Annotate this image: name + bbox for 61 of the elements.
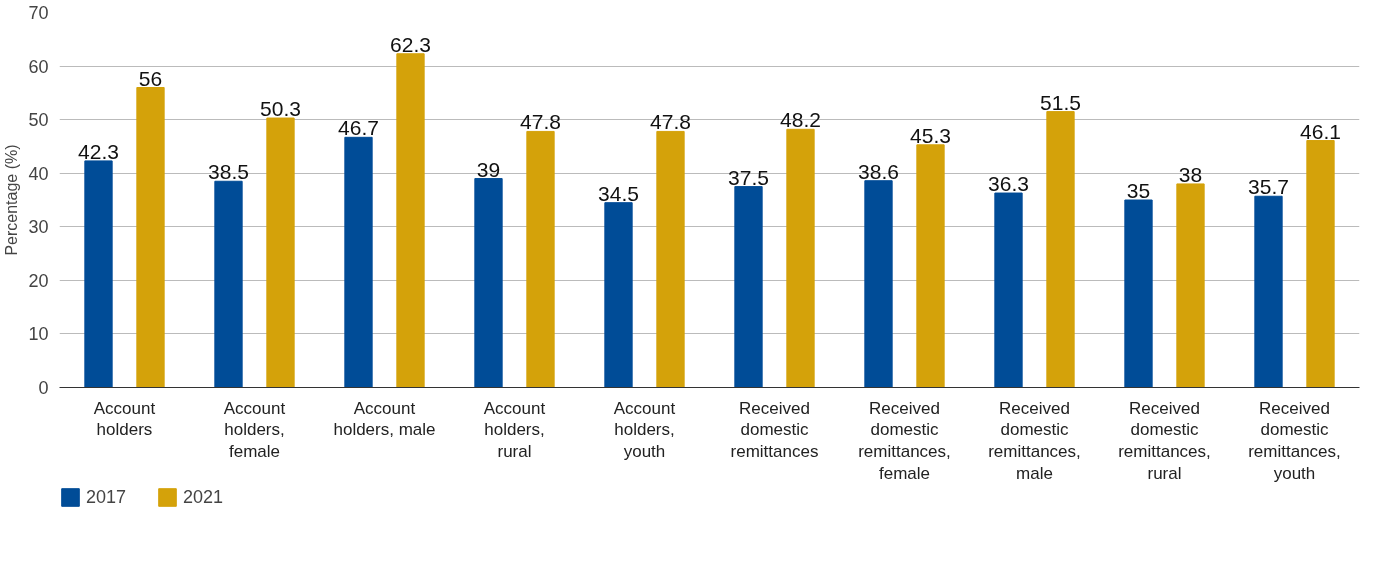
bar: [136, 87, 165, 388]
data-label: 46.7: [338, 116, 379, 140]
data-label: 50.3: [260, 97, 301, 121]
y-tick-label: 20: [28, 270, 49, 291]
x-tick-label: Account holders, youth: [613, 398, 676, 462]
data-label: 45.3: [910, 123, 951, 147]
x-tick-label: Received domestic remittances, male: [988, 398, 1081, 484]
data-label: 56: [138, 66, 163, 90]
bar: [864, 180, 893, 388]
data-label: 37.5: [728, 165, 769, 189]
y-tick-label: 0: [38, 378, 49, 398]
x-tick-label: Received domestic remittances, rural: [1118, 398, 1211, 484]
y-tick-label: 40: [28, 163, 49, 184]
data-label: 47.8: [650, 110, 691, 134]
y-tick-label: 60: [28, 56, 49, 77]
x-tick-label: Account holders, rural: [483, 398, 546, 462]
bar: [214, 180, 243, 388]
x-tick-label: Received domestic remittances: [730, 398, 819, 462]
data-label: 34.5: [598, 181, 639, 205]
bar: [396, 53, 425, 388]
bar: [786, 128, 815, 388]
data-label: 36.3: [988, 172, 1029, 196]
bar: [474, 178, 503, 388]
y-tick-label: 50: [28, 110, 49, 131]
x-tick-label: Received domestic remittances, female: [858, 398, 951, 484]
bar: [604, 202, 633, 388]
bar: [656, 130, 685, 388]
bar: [266, 117, 295, 388]
bar: [994, 192, 1023, 388]
bar: [84, 160, 113, 388]
bar: [1046, 111, 1075, 388]
data-label: 62.3: [390, 32, 431, 56]
legend-label: 2021: [183, 486, 224, 508]
x-tick-label: Account holders: [93, 398, 156, 440]
y-tick-label: 70: [28, 3, 49, 23]
bar: [1124, 199, 1153, 388]
data-label: 39: [476, 157, 501, 181]
data-label: 47.8: [520, 110, 561, 134]
data-label: 38.6: [858, 159, 899, 183]
bar: [344, 136, 373, 388]
x-tick-label: Received domestic remittances, youth: [1248, 398, 1341, 484]
data-label: 51.5: [1040, 90, 1081, 114]
data-label: 35: [1126, 179, 1151, 202]
bar: [1176, 183, 1205, 388]
x-tick-label: Account holders, male: [333, 398, 436, 440]
y-axis-title: Percentage (%): [3, 144, 21, 256]
legend-label: 2017: [86, 486, 127, 508]
x-tick-label: Account holders, female: [223, 398, 286, 462]
data-label: 35.7: [1248, 175, 1289, 199]
bar: [734, 186, 763, 388]
bar: [1254, 195, 1283, 388]
y-tick-label: 30: [28, 217, 49, 238]
data-label: 42.3: [78, 139, 119, 163]
data-label: 38: [1178, 162, 1203, 186]
bar: [916, 144, 945, 388]
bar: [1306, 140, 1335, 388]
data-label: 38.5: [208, 160, 249, 184]
bar: [526, 130, 555, 388]
data-label: 48.2: [780, 108, 821, 132]
y-tick-label: 10: [28, 324, 49, 345]
data-label: 46.1: [1300, 119, 1341, 143]
